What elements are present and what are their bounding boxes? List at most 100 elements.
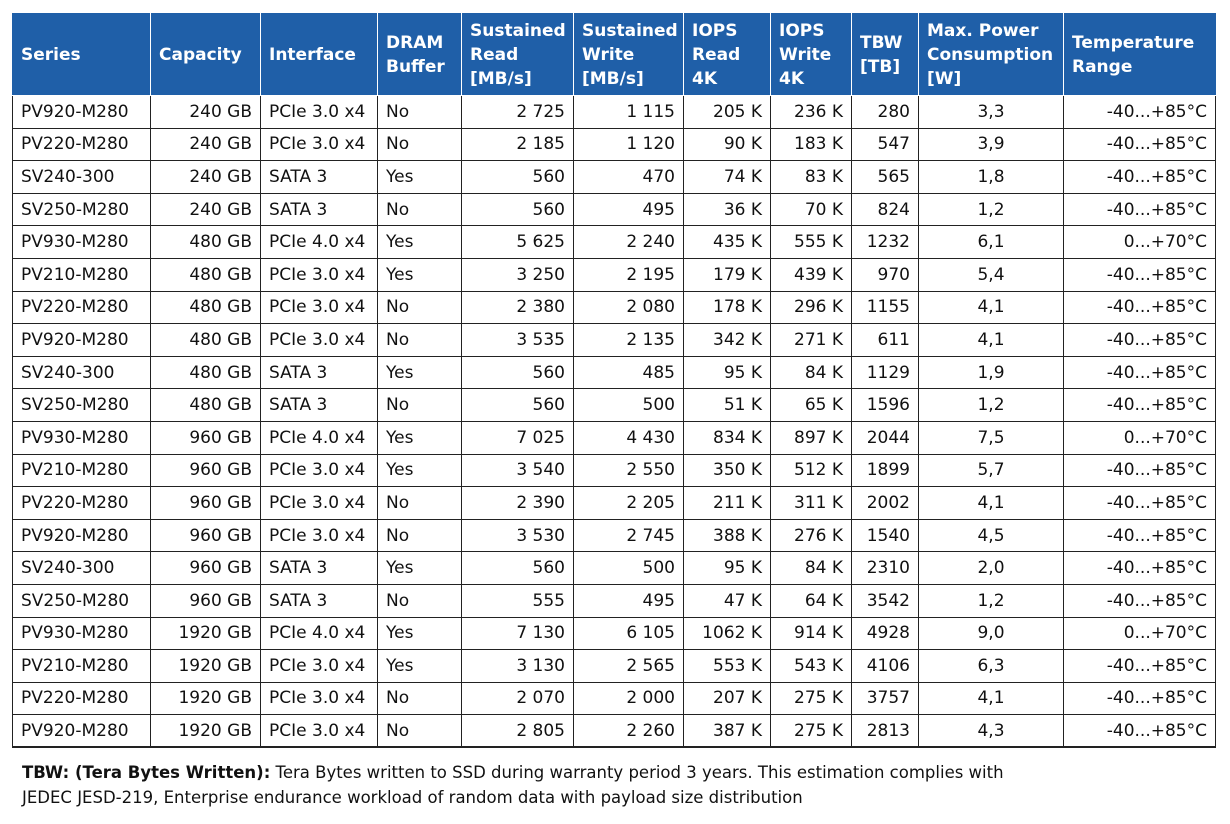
cell-series: SV250-M280 <box>12 583 151 618</box>
cell-temperature-range: -40...+85°C <box>1063 160 1216 194</box>
cell-interface: PCIe 4.0 x4 <box>260 225 378 259</box>
cell-series: SV250-M280 <box>12 388 151 422</box>
cell-iops-write: 439 K <box>770 257 852 292</box>
cell-dram-buffer: No <box>377 127 462 162</box>
cell-dram-buffer: Yes <box>377 160 462 194</box>
cell-dram-buffer: Yes <box>377 225 462 259</box>
cell-tbw: 2002 <box>851 486 919 520</box>
table-body: PV920-M280 240 GB PCIe 3.0 x4 No 2 725 1 115 2… <box>12 95 1216 748</box>
cell-iops-write: 84 K <box>770 551 852 585</box>
cell-iops-write: 914 K <box>770 616 852 651</box>
cell-temperature-range: -40...+85°C <box>1063 323 1216 357</box>
cell-iops-write: 183 K <box>770 127 852 162</box>
cell-iops-write: 512 K <box>770 453 852 488</box>
cell-sustained-read: 7 025 <box>461 420 574 455</box>
cell-iops-read: 435 K <box>683 225 771 259</box>
cell-dram-buffer: No <box>377 323 462 357</box>
cell-interface: PCIe 3.0 x4 <box>260 714 378 748</box>
cell-temperature-range: -40...+85°C <box>1063 518 1216 553</box>
cell-capacity: 480 GB <box>150 323 261 357</box>
cell-dram-buffer: No <box>377 290 462 325</box>
cell-sustained-read: 560 <box>461 192 574 227</box>
cell-interface: PCIe 4.0 x4 <box>260 420 378 455</box>
cell-temperature-range: -40...+85°C <box>1063 681 1216 716</box>
table-row: SV250-M280 240 GB SATA 3 No 560 495 36 K 70 K 82… <box>12 192 1216 227</box>
cell-temperature-range: -40...+85°C <box>1063 486 1216 520</box>
cell-dram-buffer: No <box>377 714 462 748</box>
cell-tbw: 1540 <box>851 518 919 553</box>
cell-temperature-range: 0...+70°C <box>1063 616 1216 651</box>
cell-tbw: 1155 <box>851 290 919 325</box>
cell-tbw: 3757 <box>851 681 919 716</box>
cell-sustained-read: 3 535 <box>461 323 574 357</box>
cell-tbw: 1232 <box>851 225 919 259</box>
cell-sustained-write: 2 260 <box>573 714 684 748</box>
cell-tbw: 2310 <box>851 551 919 585</box>
column-header-iops-write: IOPS Write 4K <box>770 13 852 96</box>
cell-series: PV220-M280 <box>12 290 151 325</box>
cell-iops-read: 211 K <box>683 486 771 520</box>
column-header-interface: Interface <box>260 13 378 96</box>
cell-iops-write: 65 K <box>770 388 852 422</box>
cell-sustained-read: 3 530 <box>461 518 574 553</box>
cell-sustained-write: 2 080 <box>573 290 684 325</box>
cell-max-power: 5,4 <box>918 257 1064 292</box>
cell-sustained-write: 6 105 <box>573 616 684 651</box>
cell-interface: PCIe 3.0 x4 <box>260 127 378 162</box>
cell-series: PV930-M280 <box>12 225 151 259</box>
cell-iops-write: 236 K <box>770 95 852 129</box>
cell-capacity: 960 GB <box>150 583 261 618</box>
cell-tbw: 611 <box>851 323 919 357</box>
cell-dram-buffer: Yes <box>377 420 462 455</box>
table-row: PV210-M280 1920 GB PCIe 3.0 x4 Yes 3 130 2 56… <box>12 649 1216 683</box>
cell-sustained-write: 1 120 <box>573 127 684 162</box>
cell-series: PV920-M280 <box>12 95 151 129</box>
cell-sustained-write: 495 <box>573 583 684 618</box>
table-row: PV930-M280 960 GB PCIe 4.0 x4 Yes 7 025 4 430… <box>12 420 1216 455</box>
cell-iops-read: 834 K <box>683 420 771 455</box>
cell-interface: PCIe 4.0 x4 <box>260 616 378 651</box>
cell-iops-read: 1062 K <box>683 616 771 651</box>
cell-iops-read: 387 K <box>683 714 771 748</box>
cell-iops-read: 553 K <box>683 649 771 683</box>
table-row: PV920-M280 1920 GB PCIe 3.0 x4 No 2 805 2 260… <box>12 714 1216 748</box>
column-header-max-power: Max. Power Consumption [W] <box>918 13 1064 96</box>
table-row: SV240-300 480 GB SATA 3 Yes 560 485 95 K 84 K 11… <box>12 355 1216 390</box>
cell-iops-read: 95 K <box>683 551 771 585</box>
cell-capacity: 1920 GB <box>150 649 261 683</box>
cell-temperature-range: -40...+85°C <box>1063 453 1216 488</box>
cell-temperature-range: -40...+85°C <box>1063 127 1216 162</box>
cell-tbw: 280 <box>851 95 919 129</box>
cell-sustained-write: 485 <box>573 355 684 390</box>
cell-sustained-read: 2 725 <box>461 95 574 129</box>
cell-dram-buffer: Yes <box>377 616 462 651</box>
cell-iops-write: 83 K <box>770 160 852 194</box>
cell-sustained-write: 2 550 <box>573 453 684 488</box>
cell-tbw: 3542 <box>851 583 919 618</box>
cell-max-power: 4,1 <box>918 681 1064 716</box>
cell-interface: PCIe 3.0 x4 <box>260 649 378 683</box>
cell-iops-write: 64 K <box>770 583 852 618</box>
table-row: PV920-M280 480 GB PCIe 3.0 x4 No 3 535 2 135 3… <box>12 323 1216 357</box>
cell-capacity: 480 GB <box>150 355 261 390</box>
cell-max-power: 9,0 <box>918 616 1064 651</box>
table-row: PV920-M280 240 GB PCIe 3.0 x4 No 2 725 1 115 2… <box>12 95 1216 129</box>
cell-iops-read: 95 K <box>683 355 771 390</box>
cell-series: PV920-M280 <box>12 323 151 357</box>
cell-sustained-read: 3 250 <box>461 257 574 292</box>
cell-interface: PCIe 3.0 x4 <box>260 257 378 292</box>
cell-max-power: 1,8 <box>918 160 1064 194</box>
table-row: PV220-M280 240 GB PCIe 3.0 x4 No 2 185 1 120 9… <box>12 127 1216 162</box>
cell-temperature-range: -40...+85°C <box>1063 95 1216 129</box>
cell-interface: SATA 3 <box>260 583 378 618</box>
cell-tbw: 1899 <box>851 453 919 488</box>
cell-capacity: 1920 GB <box>150 714 261 748</box>
cell-sustained-read: 2 380 <box>461 290 574 325</box>
cell-sustained-write: 2 565 <box>573 649 684 683</box>
cell-iops-read: 51 K <box>683 388 771 422</box>
cell-tbw: 824 <box>851 192 919 227</box>
cell-capacity: 960 GB <box>150 551 261 585</box>
cell-max-power: 5,7 <box>918 453 1064 488</box>
table-row: PV210-M280 480 GB PCIe 3.0 x4 Yes 3 250 2 195… <box>12 257 1216 292</box>
table-header: Series Capacity Interface DRAM Buffer Sustai… <box>12 13 1216 96</box>
